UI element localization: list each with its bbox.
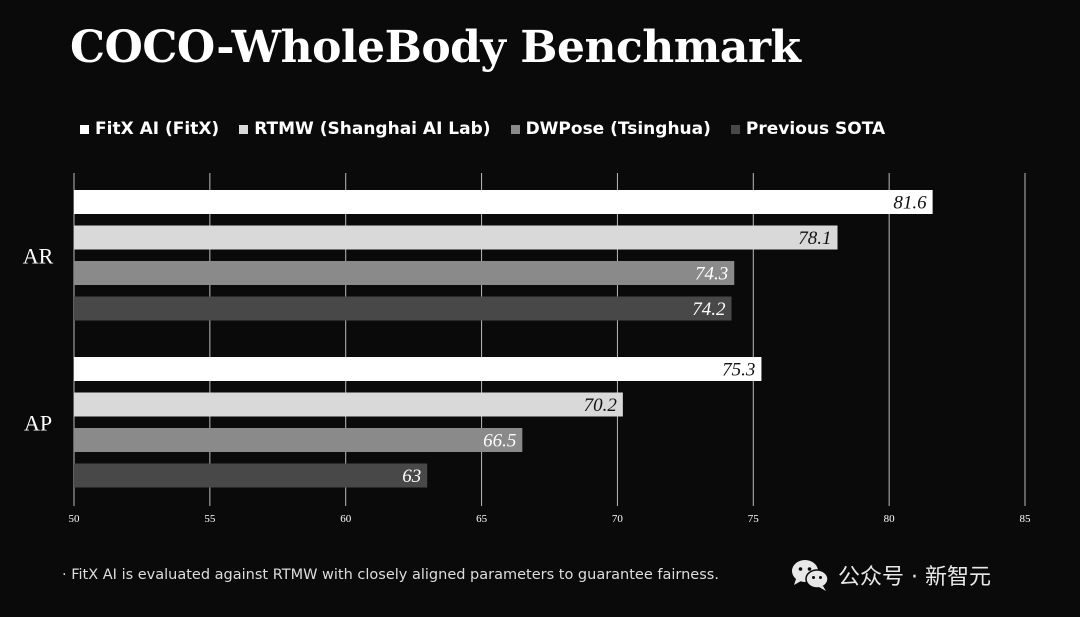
chart-title: COCO-WholeBody Benchmark [70,22,801,73]
legend-label: Previous SOTA [745,119,886,139]
bar [74,357,762,381]
legend-swatch [239,124,249,134]
watermark-text: 公众号 · 新智元 [838,565,991,590]
bar [74,225,838,250]
x-tick-label: 70 [612,513,624,525]
legend-item: RTMW (Shanghai AI Lab) [239,119,491,139]
x-tick-label: 80 [884,513,896,525]
legend-item: FitX AI (FitX) [80,119,219,139]
data-label: 74.2 [692,299,726,320]
legend-label: RTMW (Shanghai AI Lab) [254,119,491,139]
x-tick-label: 60 [340,513,352,525]
data-label: 75.3 [722,360,755,381]
bar [74,463,428,488]
legend-label: FitX AI (FitX) [95,119,220,139]
data-label: 70.2 [584,395,618,416]
legend: FitX AI (FitX) RTMW (Shanghai AI Lab) DWPo… [80,119,885,139]
legend-swatch [510,124,520,134]
data-label: 78.1 [798,228,831,249]
data-label: 74.3 [695,264,728,285]
category-label: AR [23,243,54,268]
x-tick-label: 65 [476,513,488,525]
watermark: 公众号 · 新智元 [790,558,991,592]
bar [74,261,735,285]
category-label: AP [24,410,52,435]
x-tick-label: 55 [204,513,216,525]
data-label: 66.5 [483,431,516,452]
footnote: · FitX AI is evaluated against RTMW with… [62,567,719,583]
bar [74,296,732,321]
bar [74,190,933,214]
legend-label: DWPose (Tsinghua) [525,119,711,139]
legend-swatch [730,124,740,134]
bar [74,392,623,417]
x-tick-label: 50 [69,513,81,525]
legend-item: Previous SOTA [730,119,886,139]
data-label: 81.6 [893,193,927,214]
x-tick-label: 75 [748,513,760,525]
wechat-icon [792,560,829,591]
legend-swatch [80,124,89,134]
bar [74,428,523,452]
legend-item: DWPose (Tsinghua) [510,119,711,139]
data-label: 63 [402,466,421,487]
x-tick-label: 85 [1020,513,1032,525]
